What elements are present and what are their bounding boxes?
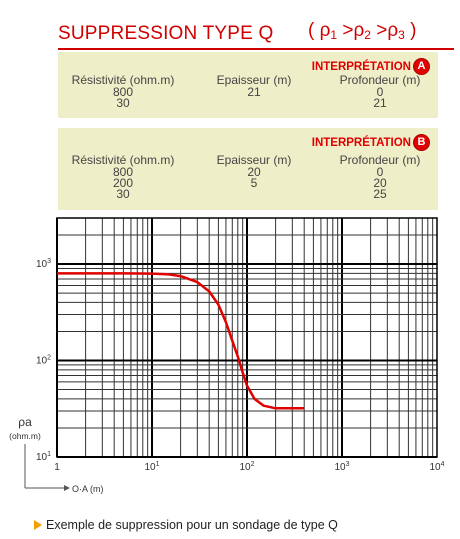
interpretation-b-title: INTERPRÉTATION xyxy=(311,136,411,149)
x-tick-label: 103 xyxy=(334,461,349,473)
chart-axes xyxy=(56,217,438,458)
figure-caption: Exemple de suppression pour un sondage d… xyxy=(34,518,338,532)
thickness-header: Epaisseur (m) xyxy=(216,73,292,87)
thickness-value: 20 xyxy=(247,165,261,179)
thickness-value: 5 xyxy=(250,176,258,190)
bullet-arrow-icon xyxy=(34,520,42,530)
interpretation-a-badge: A xyxy=(413,58,430,75)
resistivity-column: Résistivité (ohm.m) 800 30 xyxy=(64,73,182,109)
sounding-chart: 1 101 102 103 104 101 102 103 ρa (ohm.m) O·A (m) xyxy=(0,212,460,502)
resistivity-column: Résistivité (ohm.m) 800 200 30 xyxy=(64,153,182,200)
chart-grid xyxy=(56,217,437,458)
depth-value: 20 xyxy=(373,176,387,190)
y-tick-label: 101 xyxy=(36,451,51,463)
thickness-header: Epaisseur (m) xyxy=(216,153,292,167)
resistivity-value: 30 xyxy=(116,187,130,201)
interpretation-b-panel: INTERPRÉTATION B Résistivité (ohm.m) 800… xyxy=(58,128,438,210)
resistivity-curve xyxy=(57,272,305,410)
x-tick-label: 102 xyxy=(239,461,254,473)
depth-value: 25 xyxy=(373,187,387,201)
resistivity-value: 30 xyxy=(116,96,130,110)
relation-sign: >ρ xyxy=(370,20,399,41)
interpretation-a-title: INTERPRÉTATION xyxy=(311,60,411,73)
rho-index: 1 xyxy=(330,28,338,42)
interpretation-a-panel: INTERPRÉTATION A Résistivité (ohm.m) 800… xyxy=(58,52,438,118)
x-tick-label: 1 xyxy=(54,462,60,473)
y-tick-label: 103 xyxy=(36,258,51,270)
interpretation-a-label: INTERPRÉTATION A xyxy=(312,58,430,75)
chart-title: SUPPRESSION TYPE Q ( ρ1 >ρ2 >ρ3 ) xyxy=(58,20,454,50)
plot-frame xyxy=(56,217,438,458)
rho-symbol: ρ xyxy=(319,20,331,41)
caption-text: Exemple de suppression pour un sondage d… xyxy=(46,518,338,532)
resistivity-header: Résistivité (ohm.m) xyxy=(71,153,175,167)
thickness-value: 21 xyxy=(247,85,261,99)
resistivity-header: Résistivité (ohm.m) xyxy=(71,73,175,87)
depth-value: 0 xyxy=(376,165,384,179)
interpretation-b-badge: B xyxy=(413,134,430,151)
resistivity-value: 200 xyxy=(112,176,134,190)
depth-value: 21 xyxy=(373,96,387,110)
chart-series xyxy=(57,272,305,410)
y-axis-unit: (ohm.m) xyxy=(9,431,41,441)
x-axis-label: O·A (m) xyxy=(72,484,104,494)
interpretation-b-label: INTERPRÉTATION B xyxy=(312,134,430,151)
thickness-column: Epaisseur (m) 21 xyxy=(208,73,300,98)
resistivity-value: 800 xyxy=(112,165,134,179)
y-axis-symbol: ρa xyxy=(18,415,32,429)
depth-column: Profondeur (m) 0 20 25 xyxy=(328,153,432,200)
rho-index: 3 xyxy=(398,28,405,42)
depth-value: 0 xyxy=(376,85,384,99)
arrow-head-icon xyxy=(64,485,70,491)
resistivity-relation: ( ρ1 >ρ2 >ρ3 ) xyxy=(308,20,417,42)
title-text: SUPPRESSION TYPE Q xyxy=(58,23,274,44)
depth-header: Profondeur (m) xyxy=(339,73,421,87)
x-tick-label: 101 xyxy=(144,461,159,473)
thickness-column: Epaisseur (m) 20 5 xyxy=(208,153,300,189)
relation-sign: >ρ xyxy=(337,20,365,41)
rho-index: 2 xyxy=(364,28,371,42)
axis-labels: ρa (ohm.m) O·A (m) xyxy=(9,415,103,494)
depth-column: Profondeur (m) 0 21 xyxy=(328,73,432,109)
x-tick-label: 104 xyxy=(429,461,444,473)
depth-header: Profondeur (m) xyxy=(339,153,421,167)
resistivity-value: 800 xyxy=(112,85,134,99)
y-tick-label: 102 xyxy=(36,355,51,367)
